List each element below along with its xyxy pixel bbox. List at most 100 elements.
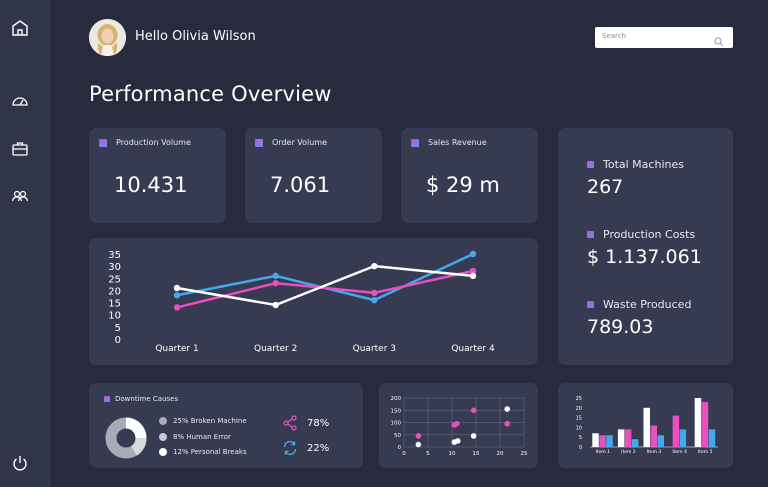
- bar: [592, 433, 599, 447]
- data-point: [371, 289, 378, 297]
- bar: [679, 429, 687, 447]
- bar: [631, 439, 639, 447]
- bar: [694, 398, 702, 447]
- scatter-point: [470, 407, 477, 414]
- users-icon[interactable]: [11, 187, 29, 205]
- x-tick-label: 25: [521, 451, 528, 457]
- x-tick-label: Item 4: [672, 449, 687, 455]
- series-marker: [411, 138, 419, 147]
- donut-segment-human-error: [130, 437, 147, 456]
- downtime-donut: [105, 417, 147, 459]
- summary-label: Waste Produced: [603, 298, 692, 311]
- x-tick-label: 5: [426, 451, 430, 457]
- x-tick-label: 20: [497, 451, 504, 457]
- summary-label: Total Machines: [603, 158, 684, 171]
- home-icon[interactable]: [11, 19, 29, 37]
- speedometer-icon[interactable]: [11, 92, 29, 110]
- search-icon[interactable]: [714, 32, 724, 47]
- legend-dot: [159, 417, 167, 425]
- y-tick-label: 100: [391, 421, 402, 427]
- bar-chart-card: 25 20 15 10 5 0 Item 1 Item 2 Item 3 Item 4 Item 5: [558, 383, 733, 468]
- y-tick-label: 15: [576, 416, 582, 422]
- scatter-point: [415, 433, 422, 439]
- series-line: [176, 264, 474, 307]
- data-point: [371, 296, 378, 304]
- data-point: [469, 267, 477, 275]
- bar: [708, 429, 716, 447]
- y-tick-label: 20: [576, 406, 582, 412]
- kpi-label-text: Order Volume: [272, 138, 328, 147]
- stat-value: 78%: [307, 417, 330, 429]
- data-point: [173, 284, 181, 292]
- series-marker: [104, 396, 110, 402]
- y-tick-label: 0: [115, 335, 121, 346]
- legend-label: 12% Personal Breaks: [173, 448, 247, 456]
- scatter-chart: 200 150 100 50 00 5 10 15 20 25: [391, 396, 528, 457]
- y-tick-label: 35: [108, 250, 121, 261]
- legend-label: 8% Human Error: [173, 433, 231, 441]
- bar-chart: 25 20 15 10 5 0 Item 1 Item 2 Item 3 Item 4 Item 5: [576, 396, 718, 455]
- bar: [624, 429, 632, 447]
- search-placeholder: Search: [602, 32, 627, 40]
- legend-label: 25% Broken Machine: [173, 417, 247, 425]
- bar: [643, 407, 650, 447]
- series-line: [176, 252, 474, 302]
- y-tick-label: 10: [108, 311, 121, 322]
- data-point: [173, 304, 181, 311]
- bar: [606, 435, 613, 447]
- series-marker: [587, 231, 594, 238]
- scatter-point: [415, 441, 422, 448]
- donut-segment-personal-breaks: [125, 417, 147, 439]
- y-tick-label: 0: [398, 445, 402, 451]
- downtime-title-text: Downtime Causes: [115, 395, 179, 403]
- page-title: Performance Overview: [89, 82, 332, 106]
- kpi-label: Order Volume: [255, 138, 327, 147]
- series-marker: [99, 138, 107, 147]
- kpi-label-text: Sales Revenue: [428, 138, 487, 147]
- summary-value: $ 1.137.061: [587, 246, 702, 268]
- line-chart-card: 35 30 25 20 15 10 5 0 Quarter 1 Quarter 2 Quarter …: [89, 238, 538, 365]
- summary-waste-produced: Waste Produced 789.03: [587, 298, 691, 338]
- power-icon[interactable]: [11, 454, 29, 472]
- x-tick-label: Item 3: [647, 449, 662, 455]
- y-tick-label: 10: [576, 425, 582, 431]
- scatter-point: [504, 420, 510, 427]
- summary-card: Total Machines 267 Production Costs $ 1.…: [558, 128, 733, 365]
- x-tick-label: Quarter 4: [451, 344, 495, 354]
- y-tick-label: 50: [394, 433, 401, 439]
- search-input[interactable]: Search: [595, 27, 733, 48]
- refresh-icon: [283, 441, 297, 455]
- data-point: [469, 272, 477, 280]
- greeting: Hello Olivia Wilson: [135, 29, 256, 44]
- avatar[interactable]: [89, 19, 126, 56]
- sidebar: [0, 0, 50, 487]
- x-tick-label: Item 5: [698, 449, 713, 455]
- y-tick-label: 5: [115, 323, 121, 334]
- x-tick-label: Item 2: [621, 449, 636, 455]
- y-tick-label: 25: [576, 396, 582, 402]
- stat-value: 22%: [307, 442, 330, 454]
- y-tick-label: 30: [108, 262, 121, 273]
- briefcase-icon[interactable]: [11, 140, 29, 158]
- data-point: [371, 262, 378, 270]
- stat-refresh: 22%: [282, 440, 329, 456]
- legend-broken-machine: 25% Broken Machine: [159, 417, 247, 425]
- x-tick-label: 0: [402, 451, 406, 457]
- bar: [617, 429, 625, 447]
- y-tick-label: 15: [108, 299, 121, 310]
- y-tick-label: 0: [579, 445, 582, 451]
- scatter-point: [504, 406, 510, 412]
- kpi-label-text: Production Volume: [116, 138, 191, 147]
- summary-total-machines: Total Machines 267: [587, 158, 684, 198]
- y-tick-label: 150: [391, 408, 402, 414]
- kpi-card-sales-revenue: Sales Revenue $ 29 m: [401, 128, 538, 223]
- summary-value: 267: [587, 176, 624, 198]
- legend-human-error: 8% Human Error: [159, 433, 231, 441]
- scatter-point: [470, 433, 477, 439]
- x-tick-label: 10: [449, 451, 456, 457]
- data-point: [469, 250, 477, 258]
- downtime-card: Downtime Causes 25% Broken Machine 8% Hu…: [89, 383, 363, 468]
- series-marker: [255, 138, 263, 147]
- bar: [701, 401, 709, 447]
